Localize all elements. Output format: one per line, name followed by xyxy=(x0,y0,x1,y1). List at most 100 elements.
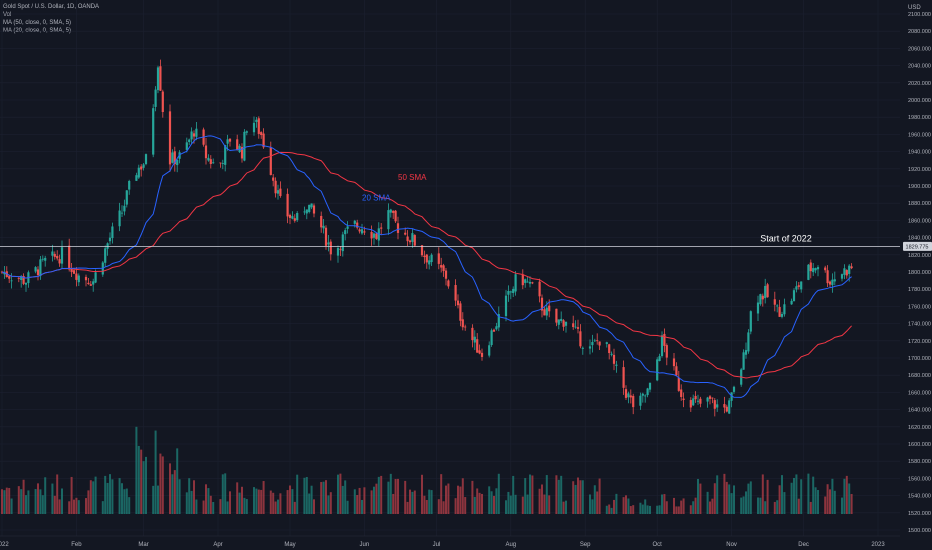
candle-body xyxy=(766,284,769,298)
candle xyxy=(588,339,592,355)
volume-bar xyxy=(646,505,649,514)
volume-bar xyxy=(406,501,409,514)
grid xyxy=(0,0,900,536)
candle-body xyxy=(524,279,527,283)
candle xyxy=(749,310,752,335)
volume-bar xyxy=(389,473,392,514)
candle-body xyxy=(593,340,596,342)
candle-body xyxy=(336,247,340,256)
price-tick-label: 1820.000 xyxy=(908,253,931,259)
candle-body xyxy=(646,388,649,396)
volume-bar xyxy=(185,492,188,514)
candle-body xyxy=(428,260,431,265)
candle xyxy=(245,130,248,136)
volume-bar xyxy=(118,478,121,514)
candle xyxy=(828,280,832,288)
volume-bar xyxy=(125,488,128,514)
volume-bar xyxy=(363,487,366,514)
candle xyxy=(408,239,412,245)
volume-bar xyxy=(92,481,95,514)
candle xyxy=(430,253,433,267)
candle-body xyxy=(344,230,347,235)
volume-bar xyxy=(370,490,373,514)
candle-body xyxy=(185,142,188,150)
candle xyxy=(396,216,400,240)
candle-body xyxy=(843,268,846,275)
candle-body xyxy=(744,350,748,355)
volume-bar xyxy=(344,480,347,514)
candle xyxy=(339,246,342,257)
candle xyxy=(423,250,426,264)
price-tick-label: 1540.000 xyxy=(908,494,931,500)
price-tick-label: 1920.000 xyxy=(908,167,931,173)
price-tick-label: 2000.000 xyxy=(908,98,931,104)
candle-body xyxy=(809,262,812,272)
candle xyxy=(564,321,568,333)
volume-bar xyxy=(610,507,613,514)
price-tick-label: 1940.000 xyxy=(908,150,931,156)
volume-bar xyxy=(226,501,229,514)
candle xyxy=(783,298,786,317)
volume-bar xyxy=(454,498,457,514)
volume-bar xyxy=(776,500,779,514)
candle xyxy=(120,205,124,218)
volume-bar xyxy=(397,478,399,514)
candle-body xyxy=(245,131,248,133)
volume-bar xyxy=(581,480,584,514)
candle xyxy=(212,158,215,164)
candle-body xyxy=(24,282,28,285)
volume-bar xyxy=(545,475,548,514)
candle xyxy=(579,324,582,349)
sma-annotation: 20 SMA xyxy=(362,194,391,203)
candle xyxy=(507,285,510,302)
candle-body xyxy=(814,268,817,271)
candle-body xyxy=(312,205,316,214)
candle xyxy=(845,269,848,279)
candle-body xyxy=(612,354,616,364)
volume-bar xyxy=(171,474,174,514)
candle-body xyxy=(75,273,78,280)
volume-bar xyxy=(37,483,39,514)
candle xyxy=(260,131,263,139)
candle-body xyxy=(260,132,263,136)
candle xyxy=(759,293,762,306)
candle-body xyxy=(363,231,366,233)
candle-body xyxy=(608,344,611,354)
candle xyxy=(840,273,844,282)
volume-bar xyxy=(505,500,507,514)
candle xyxy=(372,232,376,245)
candle xyxy=(699,396,702,408)
candle xyxy=(560,311,563,323)
volume-bar xyxy=(279,493,282,514)
volume-bar xyxy=(531,475,534,514)
candle-body xyxy=(238,145,241,153)
volume-bar xyxy=(361,499,363,514)
candle-body xyxy=(773,299,776,305)
candle-body xyxy=(308,204,311,213)
volume-bar xyxy=(87,490,90,514)
candle-body xyxy=(572,323,575,328)
candle-body xyxy=(17,278,20,279)
volume-bar xyxy=(322,481,325,514)
price-tick-label: 1780.000 xyxy=(908,287,931,293)
volume-bar xyxy=(689,505,692,514)
candle-body xyxy=(656,359,659,381)
candle xyxy=(648,382,652,393)
moving-averages xyxy=(1,135,852,398)
candle-body xyxy=(219,162,222,164)
volume-bar xyxy=(20,489,23,514)
candle xyxy=(27,270,30,288)
start-of-2022-label: Start of 2022 xyxy=(760,233,812,243)
volume-bar xyxy=(257,489,260,514)
volume-bar xyxy=(423,495,426,514)
volume-bar xyxy=(692,501,695,514)
candle xyxy=(111,222,114,244)
candle-body xyxy=(236,139,239,150)
candle-body xyxy=(677,377,680,391)
candle xyxy=(144,153,148,166)
volume-bar xyxy=(109,474,111,514)
time-tick-label: Mar xyxy=(138,542,148,548)
price-tick-label: 1620.000 xyxy=(908,425,931,431)
candle-body xyxy=(689,400,692,408)
